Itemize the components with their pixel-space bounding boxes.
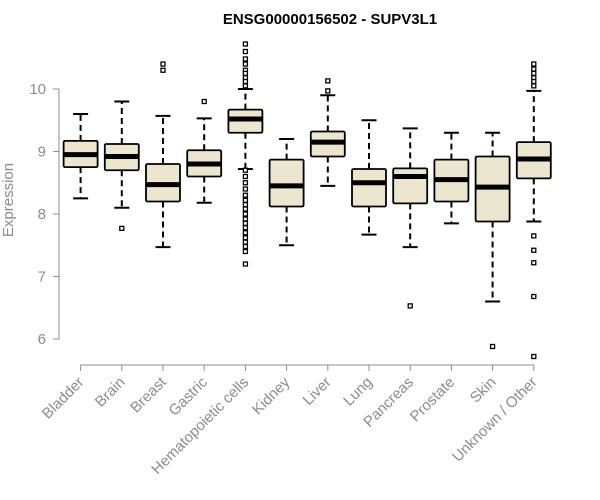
outlier-point (160, 67, 166, 73)
outlier-point (242, 48, 249, 55)
box-bladder (62, 113, 99, 200)
outlier-point (242, 56, 249, 62)
box-prostate (433, 131, 470, 225)
outlier-point (325, 88, 331, 94)
x-tick-label: Bladder (39, 374, 88, 423)
box-gastric (186, 98, 223, 204)
box-pancreas (392, 127, 429, 309)
x-tick-label: Skin (467, 374, 500, 407)
outlier-point (242, 261, 249, 267)
outlier-point (325, 78, 331, 84)
outlier-point (242, 186, 249, 192)
chart-title: ENSG00000156502 - SUPV3L1 (223, 11, 437, 28)
outlier-point (531, 61, 537, 67)
box-kidney (268, 138, 305, 247)
outlier-point (160, 61, 166, 67)
outlier-point (531, 66, 537, 72)
outlier-point (531, 247, 537, 253)
box-skin (474, 131, 511, 350)
outlier-point (242, 180, 249, 186)
outlier-point (242, 225, 249, 231)
box-unknown-other (515, 61, 552, 360)
y-axis: 6 7 8 9 10 (29, 81, 60, 348)
outlier-point (242, 248, 249, 255)
y-tick-label: 6 (38, 331, 46, 348)
box-hematopoietic-cells (227, 41, 264, 267)
outlier-point (242, 239, 249, 245)
outlier-point (201, 98, 207, 105)
outlier-point (242, 216, 249, 222)
outlier-point (242, 78, 249, 85)
outlier-point (531, 70, 537, 77)
x-tick-label: Liver (300, 374, 335, 409)
x-tick-label: Kidney (249, 373, 294, 418)
outlier-point (242, 206, 249, 212)
box-brain (103, 100, 140, 232)
outlier-point (119, 225, 125, 232)
outlier-point (242, 230, 249, 236)
x-tick-label: Brain (92, 374, 129, 411)
outlier-point (407, 303, 413, 309)
y-tick-label: 8 (38, 206, 46, 223)
iqr-box (351, 168, 387, 208)
y-tick-label: 10 (29, 81, 46, 98)
outlier-point (242, 167, 249, 173)
outlier-point (242, 243, 249, 250)
y-tick-label: 7 (38, 269, 46, 286)
outlier-point (531, 83, 537, 89)
outlier-point (242, 173, 249, 180)
outlier-point (242, 201, 249, 208)
outlier-point (242, 61, 249, 67)
x-tick-label: Lung (340, 374, 376, 410)
outlier-point (242, 197, 249, 203)
outlier-point (531, 293, 537, 300)
y-axis-label: Expression (0, 163, 17, 237)
outlier-point (242, 211, 249, 217)
outlier-point (242, 192, 249, 198)
outlier-point (242, 70, 249, 77)
outlier-point (242, 83, 249, 89)
outlier-point (242, 41, 249, 47)
iqr-box (392, 167, 429, 205)
y-tick-label: 9 (38, 144, 46, 161)
outlier-point (531, 353, 537, 360)
box-breast (145, 61, 181, 249)
outlier-point (242, 220, 249, 227)
x-tick-label: Breast (127, 373, 170, 416)
iqr-box (268, 158, 305, 208)
outlier-point (531, 233, 537, 239)
outlier-point (489, 343, 496, 350)
outlier-point (242, 235, 249, 241)
box-liver (309, 78, 346, 187)
box-lung (351, 119, 387, 236)
outlier-point (531, 260, 537, 266)
x-tick-label: Prostate (407, 374, 459, 426)
plot-area (62, 41, 552, 360)
outlier-point (531, 78, 537, 85)
